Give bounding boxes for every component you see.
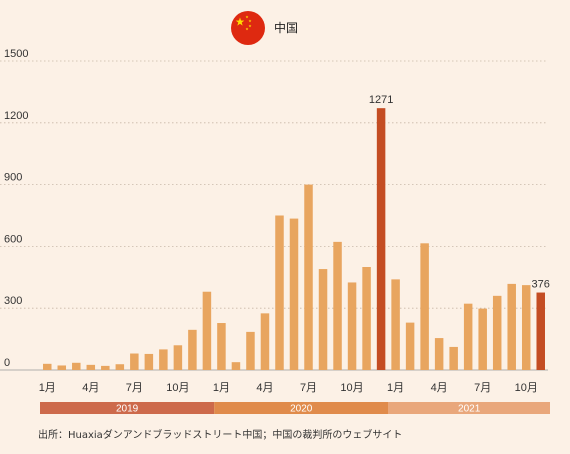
flag-star-small — [245, 15, 249, 19]
bar — [57, 365, 67, 370]
y-tick-label: 600 — [4, 233, 22, 245]
x-tick-label: 4月 — [82, 382, 99, 394]
bar — [362, 267, 371, 370]
bar — [275, 215, 284, 370]
bar — [492, 295, 502, 370]
bar — [115, 364, 125, 370]
bar — [260, 313, 270, 370]
bar — [304, 184, 313, 370]
bar — [507, 283, 516, 370]
bar — [333, 241, 342, 370]
bar — [246, 331, 255, 370]
bar — [72, 362, 81, 370]
year-band — [40, 402, 215, 414]
bar — [159, 349, 168, 370]
bar — [420, 243, 429, 370]
y-axis: 0 300 600 900 1200 1500 — [4, 48, 28, 369]
x-tick-label: 10月 — [340, 382, 363, 394]
bar — [521, 285, 531, 370]
bars — [43, 108, 545, 371]
flag-star-small — [248, 24, 252, 28]
bar — [101, 365, 110, 370]
data-label: 1271 — [369, 94, 393, 106]
y-tick-label: 0 — [4, 357, 10, 369]
bar — [202, 291, 212, 370]
data-label: 376 — [532, 279, 550, 291]
x-tick-label: 10月 — [515, 382, 538, 394]
bar — [318, 269, 328, 370]
x-tick-label: 10月 — [166, 382, 189, 394]
year-label: 2020 — [290, 404, 313, 415]
bar — [478, 308, 487, 370]
bar — [231, 362, 241, 370]
bar — [449, 346, 458, 370]
x-tick-label: 7月 — [300, 382, 317, 394]
flag-star — [235, 17, 245, 26]
flag-star-small — [248, 19, 252, 23]
x-tick-label: 1月 — [39, 382, 56, 394]
bar — [376, 108, 386, 371]
bar — [405, 322, 415, 370]
x-tick-label: 4月 — [431, 382, 448, 394]
year-band — [214, 402, 389, 414]
x-tick-label: 7月 — [474, 382, 491, 394]
bar — [217, 323, 226, 370]
chart-title: 中国 — [274, 20, 298, 35]
x-tick-label: 1月 — [387, 382, 404, 394]
bar — [130, 353, 139, 370]
bar — [43, 363, 52, 370]
bar — [434, 338, 444, 370]
x-tick-label: 7月 — [126, 382, 143, 394]
y-tick-label: 1200 — [4, 110, 28, 122]
x-tick-label: 4月 — [256, 382, 273, 394]
y-tick-label: 900 — [4, 172, 22, 184]
data-labels: 1271 376 — [369, 94, 550, 290]
bar — [536, 292, 545, 370]
bar — [347, 282, 357, 370]
bar — [173, 345, 183, 370]
source-note: 出所：Huaxiaダンアンドブラッドストリート中国；中国の裁判所のウェブサイト — [38, 428, 402, 441]
flag-star-small — [245, 27, 249, 31]
bar — [188, 329, 197, 370]
bar — [463, 303, 473, 370]
year-label: 2019 — [116, 404, 139, 415]
y-tick-label: 1500 — [4, 48, 28, 60]
x-axis: 1月 4月 7月 10月 1月 4月 7月 10月 1月 4月 7月 10月 — [39, 382, 538, 394]
y-tick-label: 300 — [4, 295, 22, 307]
year-band — [388, 402, 550, 414]
china-flag-icon — [231, 11, 265, 45]
year-label: 2021 — [458, 404, 481, 415]
bar — [144, 353, 154, 370]
year-bands: 2019 2020 2021 — [40, 402, 550, 415]
x-tick-label: 1月 — [213, 382, 230, 394]
bar — [289, 218, 299, 370]
bar — [86, 364, 96, 370]
bar — [391, 279, 400, 370]
